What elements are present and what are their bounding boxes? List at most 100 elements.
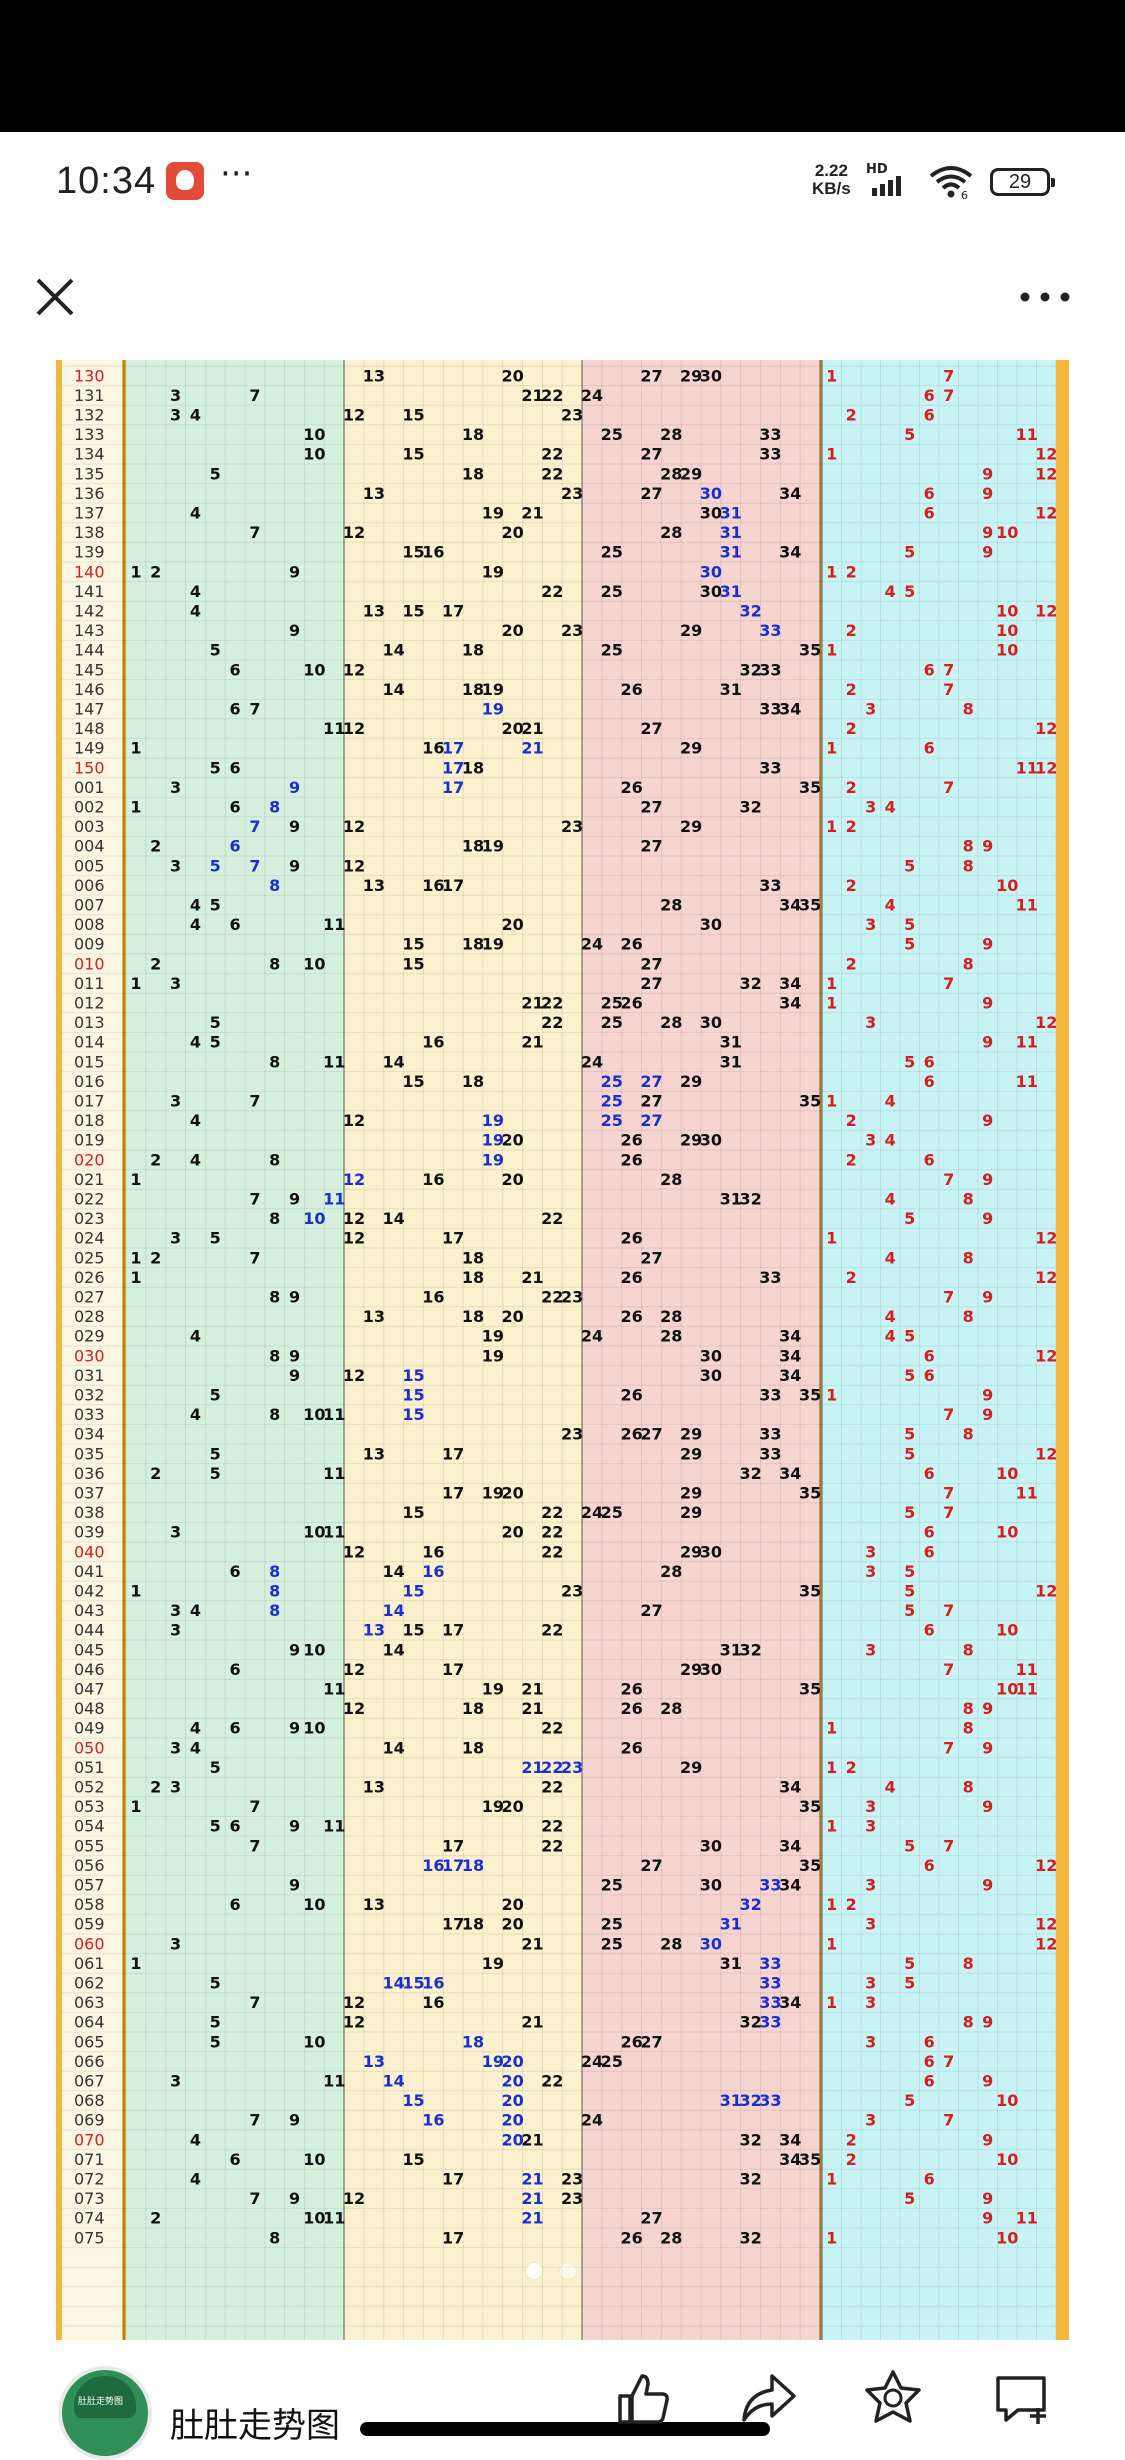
front-number: 25	[601, 2052, 623, 2071]
front-number: 7	[249, 1189, 260, 1208]
back-number: 10	[996, 621, 1018, 640]
front-number: 11	[323, 1052, 345, 1071]
front-number: 5	[210, 641, 221, 660]
front-number: 15	[402, 1581, 424, 1600]
front-number: 1	[130, 1581, 141, 1600]
front-number: 30	[700, 484, 722, 503]
front-number: 33	[759, 1954, 781, 1973]
front-number: 22	[541, 1777, 563, 1796]
front-number: 1	[130, 562, 141, 581]
front-number: 8	[269, 1562, 280, 1581]
share-icon[interactable]	[738, 2368, 800, 2430]
front-number: 8	[269, 2228, 280, 2247]
collect-icon[interactable]	[862, 2368, 924, 2430]
back-number: 3	[865, 1915, 876, 1934]
back-number: 5	[904, 1836, 915, 1855]
front-number: 1	[130, 1170, 141, 1189]
front-number: 31	[720, 503, 742, 522]
front-number: 16	[422, 1973, 444, 1992]
front-number: 17	[442, 1444, 464, 1463]
back-number: 3	[865, 1013, 876, 1032]
front-number: 22	[541, 1719, 563, 1738]
back-zone-bg	[822, 360, 1056, 2340]
close-icon[interactable]	[30, 272, 80, 322]
front-number: 19	[482, 1150, 504, 1169]
period-label: 069	[74, 2111, 105, 2130]
author-name[interactable]: 肚肚走势图	[170, 2406, 340, 2446]
back-number: 5	[904, 2189, 915, 2208]
period-label: 140	[74, 562, 105, 581]
front-number: 10	[303, 1523, 325, 1542]
front-number: 34	[779, 1836, 801, 1855]
back-number: 12	[1035, 1268, 1057, 1287]
back-number: 5	[904, 1954, 915, 1973]
back-number: 12	[1035, 1856, 1057, 1875]
period-label: 033	[74, 1405, 105, 1424]
front-number: 19	[482, 1111, 504, 1130]
back-number: 1	[826, 562, 837, 581]
front-number: 15	[402, 1973, 424, 1992]
image-pager[interactable]	[526, 2263, 594, 2283]
front-number: 5	[210, 1758, 221, 1777]
back-number: 3	[865, 915, 876, 934]
back-number: 2	[846, 1895, 857, 1914]
back-number: 5	[904, 543, 915, 562]
front-number: 1	[130, 1248, 141, 1267]
front-number: 12	[343, 1209, 365, 1228]
back-number: 6	[924, 1052, 935, 1071]
front-number: 27	[640, 1425, 662, 1444]
front-number: 8	[269, 1601, 280, 1620]
like-icon[interactable]	[612, 2368, 674, 2430]
network-speed-unit: KB/s	[812, 179, 851, 198]
network-speed-value: 2.22	[814, 161, 848, 180]
back-number: 12	[1035, 445, 1057, 464]
front-number: 33	[759, 1444, 781, 1463]
avatar[interactable]: 肚肚走势图	[58, 2366, 152, 2460]
period-label: 055	[74, 1836, 105, 1855]
front-number: 28	[660, 1699, 682, 1718]
front-number: 10	[303, 1719, 325, 1738]
back-number: 9	[982, 2130, 993, 2149]
back-number: 3	[865, 797, 876, 816]
front-number: 28	[660, 464, 682, 483]
more-icon[interactable]	[1015, 282, 1075, 312]
front-number: 17	[442, 778, 464, 797]
front-number: 19	[482, 1346, 504, 1365]
front-number: 12	[343, 523, 365, 542]
back-number: 5	[904, 425, 915, 444]
comment-icon[interactable]	[990, 2368, 1052, 2430]
back-number: 9	[982, 484, 993, 503]
back-number: 8	[963, 1640, 974, 1659]
front-number: 28	[660, 425, 682, 444]
front-number: 5	[210, 758, 221, 777]
front-number: 35	[799, 1797, 821, 1816]
front-number: 23	[561, 484, 583, 503]
back-number: 5	[904, 1601, 915, 1620]
back-number: 1	[826, 1895, 837, 1914]
front-number: 15	[402, 543, 424, 562]
front-number: 26	[620, 1738, 642, 1757]
back-number: 9	[982, 1738, 993, 1757]
avatar-helmet	[74, 2376, 136, 2418]
front-number: 24	[581, 935, 603, 954]
front-number: 4	[190, 601, 201, 620]
front-number: 2	[150, 562, 161, 581]
front-number: 17	[442, 1483, 464, 1502]
period-label: 023	[74, 1209, 105, 1228]
period-label: 074	[74, 2209, 105, 2228]
front-number: 34	[779, 484, 801, 503]
front-number: 13	[363, 2052, 385, 2071]
back-number: 5	[904, 1209, 915, 1228]
front-number: 27	[640, 366, 662, 385]
chart-frame-right	[1056, 360, 1069, 2340]
back-number: 9	[982, 1287, 993, 1306]
front-number: 18	[462, 758, 484, 777]
front-number: 4	[190, 1033, 201, 1052]
back-number: 1	[826, 2169, 837, 2188]
front-number: 29	[680, 817, 702, 836]
front-number: 22	[541, 1523, 563, 1542]
trend-chart-image[interactable]: 130 13 20 27 29 30 1 7 131 3 7 21 22 24 6 7 132 3 4 12 15 23 2…	[56, 360, 1069, 2340]
period-label: 058	[74, 1895, 105, 1914]
back-number: 10	[996, 2091, 1018, 2110]
front-number: 28	[660, 1327, 682, 1346]
